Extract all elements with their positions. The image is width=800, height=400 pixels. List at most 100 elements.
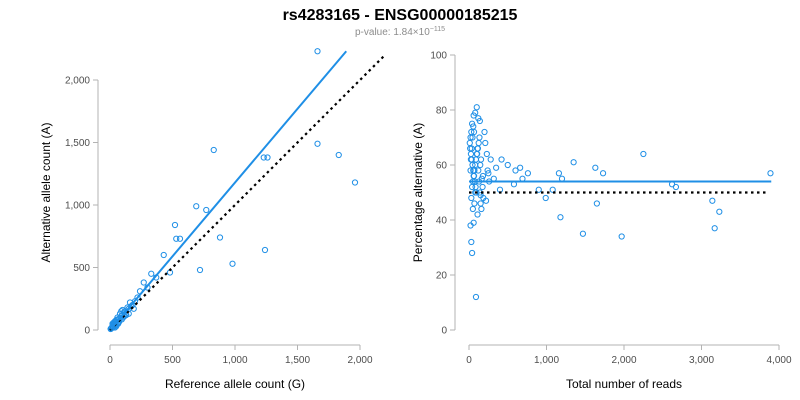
data-point: [474, 145, 481, 152]
data-point: [524, 170, 532, 177]
data-point: [475, 167, 482, 174]
y-tick-label: 20: [436, 271, 448, 282]
data-point: [119, 306, 126, 314]
data-point: [473, 189, 480, 196]
x-tick-label: 1,500: [285, 355, 310, 366]
data-point: [193, 203, 200, 210]
regression-line: [109, 50, 348, 331]
data-point: [498, 156, 505, 163]
data-point: [467, 156, 475, 163]
data-point: [579, 230, 587, 237]
y-tick-label: 0: [84, 326, 90, 337]
data-point: [476, 117, 483, 125]
data-point: [709, 197, 716, 204]
data-point: [487, 156, 494, 163]
data-point: [260, 154, 267, 161]
data-point: [160, 251, 167, 259]
data-point: [171, 221, 179, 229]
y-tick-label: 100: [430, 51, 447, 62]
data-point: [471, 200, 478, 207]
figure-subtitle: p-value: 1.84×10−115: [355, 26, 445, 38]
data-point: [716, 208, 723, 215]
data-point: [203, 206, 210, 214]
data-point: [484, 167, 491, 174]
data-point: [125, 310, 132, 317]
x-tick-label: 0: [466, 355, 472, 366]
reference-line: [109, 54, 386, 331]
data-point: [477, 161, 484, 169]
data-point: [478, 205, 485, 213]
data-point: [504, 161, 511, 169]
data-point: [472, 293, 480, 301]
data-point: [229, 260, 236, 267]
data-point: [469, 120, 476, 127]
subtitle-prefix: p-value: 1.84×10: [355, 27, 430, 38]
data-point: [570, 159, 577, 166]
data-point: [173, 235, 180, 242]
y-tick-label: 0: [441, 326, 447, 337]
data-point: [474, 211, 481, 218]
data-point: [470, 128, 478, 136]
data-point: [549, 186, 556, 193]
data-point: [493, 164, 500, 171]
data-point: [130, 305, 137, 312]
data-point: [475, 139, 482, 147]
data-point: [767, 170, 774, 177]
x-tick-label: 0: [107, 355, 113, 366]
data-point: [467, 167, 474, 174]
data-point: [196, 266, 204, 274]
x-tick-label: 1,000: [222, 355, 247, 366]
data-point: [517, 164, 524, 171]
data-point: [351, 179, 359, 186]
subtitle-exponent: −115: [430, 26, 445, 33]
data-point: [480, 194, 487, 202]
data-point: [469, 249, 476, 257]
y-tick-label: 500: [73, 263, 90, 274]
data-point: [477, 200, 484, 207]
x-tick-label: 4,000: [766, 355, 791, 366]
data-point: [210, 146, 217, 154]
data-point: [473, 104, 480, 111]
data-point: [599, 170, 607, 177]
percentage-alternative-scatter: 0 1,000 2,000 3,000 4,000 0 20 40 60 80 100 Total n…: [411, 51, 792, 392]
data-point: [481, 128, 488, 136]
data-point: [470, 112, 477, 119]
allele-count-scatter: 0 500 1,000 1,500 2,000 0 500 1,000 1,500 2,000 Re…: [39, 48, 386, 391]
x-tick-label: 500: [164, 355, 181, 366]
y-tick-label: 1,500: [65, 138, 90, 149]
data-point: [711, 225, 718, 232]
data-point: [469, 134, 476, 141]
data-point: [482, 139, 489, 147]
data-point: [467, 222, 474, 229]
x-axis-label: Total number of reads: [566, 377, 682, 391]
data-point: [618, 233, 625, 240]
data-point: [555, 170, 563, 177]
data-point: [314, 140, 321, 147]
data-point: [476, 134, 483, 141]
y-axis-label: Percentage alternative (A): [411, 123, 425, 262]
data-point: [468, 145, 475, 152]
x-tick-label: 2,000: [611, 355, 636, 366]
data-point: [479, 172, 487, 180]
data-point: [148, 270, 155, 277]
y-tick-label: 80: [436, 106, 448, 117]
figure-title: rs4283165 - ENSG00000185215: [283, 7, 518, 24]
data-point: [118, 308, 125, 315]
data-point: [335, 151, 342, 159]
y-tick-label: 60: [436, 161, 448, 172]
data-point: [466, 139, 473, 147]
data-point: [140, 279, 147, 286]
data-point: [557, 214, 564, 221]
x-axis-label: Reference allele count (G): [165, 377, 305, 391]
data-point: [468, 194, 475, 202]
y-tick-label: 40: [436, 216, 448, 227]
x-tick-label: 3,000: [689, 355, 714, 366]
y-tick-label: 1,000: [65, 201, 90, 212]
data-point: [640, 150, 647, 158]
data-point: [477, 156, 485, 163]
data-point: [176, 235, 184, 242]
data-point: [264, 154, 271, 161]
data-point: [535, 186, 542, 193]
data-point: [469, 183, 476, 191]
data-point: [483, 150, 490, 158]
